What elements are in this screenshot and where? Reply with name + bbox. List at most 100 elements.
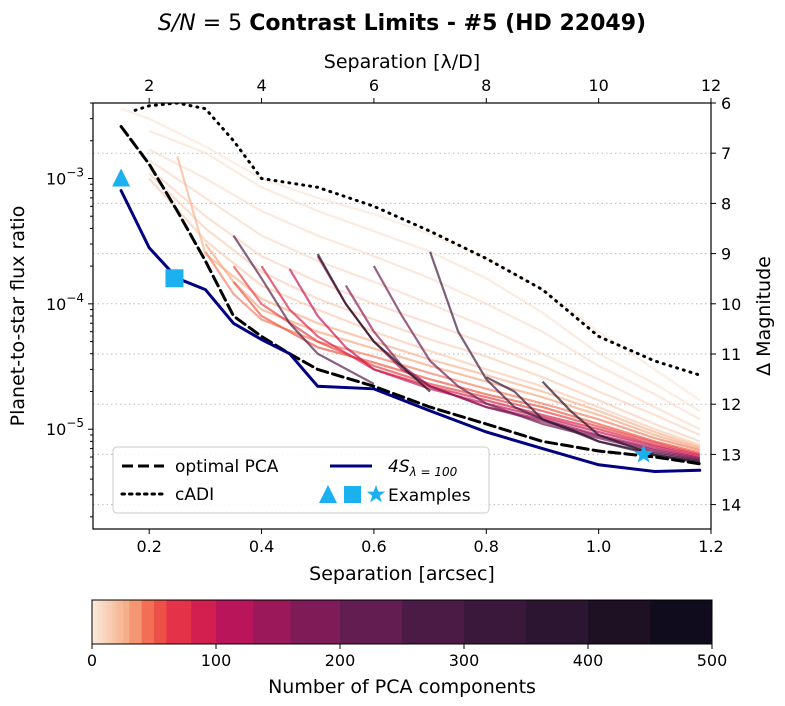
- colorbar-segment: [114, 600, 118, 644]
- colorbar-segment: [154, 600, 167, 644]
- colorbar-tick-label: 0: [87, 651, 97, 670]
- legend-label-optimal-pca: optimal PCA: [175, 457, 279, 477]
- colorbar-segment: [106, 600, 110, 644]
- colorbar-segment: [402, 600, 465, 644]
- right-tick-label: 6: [721, 94, 731, 113]
- colorbar-tick-label: 100: [201, 651, 232, 670]
- colorbar-segment: [104, 600, 108, 644]
- top-tick-label: 4: [256, 76, 266, 95]
- colorbar-segment: [191, 600, 217, 644]
- pca-curve: [148, 148, 701, 421]
- x-tick-label: 0.2: [136, 537, 161, 556]
- colorbar-segment: [166, 600, 192, 644]
- legend: optimal PCA cADI 4Sλ = 100 Examples: [112, 446, 490, 514]
- colorbar-segment: [123, 600, 130, 644]
- colorbar-segment: [650, 600, 713, 644]
- right-tick-label: 11: [721, 345, 741, 364]
- top-tick-label: 6: [369, 76, 379, 95]
- legend-star-icon: [366, 485, 386, 503]
- y-tick-exponent: −5: [66, 416, 84, 430]
- title-bold: Contrast Limits - #5 (HD 22049): [249, 11, 646, 36]
- right-tick-label: 12: [721, 395, 741, 414]
- example-triangle-marker: [112, 168, 131, 187]
- legend-4s-sub: λ = 100: [409, 465, 458, 479]
- pca-curves: [120, 107, 701, 464]
- x-tick-label: 0.6: [361, 537, 386, 556]
- y-tick-label: 10−3: [46, 165, 84, 188]
- legend-label-cadi: cADI: [175, 485, 214, 505]
- pca-curve: [120, 107, 701, 402]
- example-square-marker: [165, 269, 184, 288]
- colorbar-segment: [99, 600, 103, 644]
- y-tick-label: 10−4: [46, 291, 84, 314]
- colorbar-segment: [253, 600, 291, 644]
- example-star-marker: [634, 444, 654, 463]
- colorbar-frame: [91, 599, 713, 645]
- y-tick-base: 10: [46, 169, 66, 188]
- top-ticks: 2 4 6 8 10 12: [144, 76, 721, 103]
- legend-square-icon: [344, 486, 361, 503]
- colorbar-segment: [111, 600, 115, 644]
- colorbar-ticks: 0 100 200 300 400 500: [87, 644, 727, 670]
- colorbar-segment: [340, 600, 403, 644]
- top-tick-label: 8: [481, 76, 491, 95]
- pca-curve: [148, 129, 701, 412]
- right-tick-label: 9: [721, 245, 731, 264]
- pca-curve: [148, 159, 701, 431]
- legend-triangle-icon: [319, 485, 337, 503]
- right-tick-label: 7: [721, 144, 731, 163]
- x-tick-label: 0.8: [474, 537, 499, 556]
- pca-curve: [148, 172, 701, 443]
- top-tick-label: 2: [144, 76, 154, 95]
- colorbar-tick-label: 200: [325, 651, 356, 670]
- chart-title: S/N = 5 Contrast Limits - #5 (HD 22049): [158, 11, 646, 36]
- colorbar-segment: [129, 600, 143, 644]
- series-line-0: [119, 125, 702, 466]
- x-tick-label: 0.4: [249, 537, 274, 556]
- colorbar-tick-label: 500: [697, 651, 728, 670]
- title-prefix: S/N: [158, 11, 196, 36]
- colorbar-label: Number of PCA components: [268, 676, 536, 698]
- colorbar: [92, 600, 713, 644]
- pca-curve: [204, 243, 701, 450]
- colorbar-segment: [109, 600, 113, 644]
- right-ticks: 6 7 8 9 10 11 12 13 14: [711, 94, 741, 515]
- title-middle: = 5: [196, 11, 249, 36]
- legend-4s-main: 4S: [388, 457, 410, 477]
- pca-curve: [260, 265, 701, 457]
- pca-curve: [148, 167, 701, 437]
- legend-box: [112, 446, 490, 514]
- colorbar-segment: [464, 600, 527, 644]
- right-tick-label: 13: [721, 445, 741, 464]
- y-ticks: 10−310−410−5: [46, 102, 93, 518]
- pca-curve: [204, 251, 701, 452]
- colorbar-segment: [94, 600, 98, 644]
- top-axis-label: Separation [λ/D]: [324, 51, 480, 73]
- colorbar-tick-label: 400: [573, 651, 604, 670]
- colorbar-segment: [92, 600, 95, 644]
- colorbar-segment: [141, 600, 155, 644]
- pca-curve: [176, 156, 701, 449]
- example-markers: [112, 168, 654, 463]
- y-tick-label: 10−5: [46, 416, 84, 439]
- right-tick-label: 14: [721, 496, 741, 515]
- y-axis-label: Planet-to-star flux ratio: [7, 206, 29, 427]
- pca-curve: [541, 380, 700, 464]
- x-ticks: 0.2 0.4 0.6 0.8 1.0 1.2: [136, 529, 724, 556]
- y-tick-base: 10: [46, 420, 66, 439]
- pca-curve: [148, 177, 701, 446]
- pca-curve: [344, 284, 701, 460]
- y-tick-exponent: −4: [66, 291, 84, 305]
- pca-curve: [232, 234, 375, 385]
- right-tick-label: 10: [721, 295, 741, 314]
- legend-label-4s: 4Sλ = 100: [388, 457, 458, 479]
- colorbar-segment: [290, 600, 341, 644]
- y-tick-base: 10: [46, 295, 66, 314]
- colorbar-tick-label: 300: [449, 651, 480, 670]
- main-series: [119, 103, 702, 474]
- series-line-2: [119, 189, 702, 474]
- x-tick-label: 1.0: [586, 537, 611, 556]
- top-tick-label: 10: [588, 76, 608, 95]
- x-axis-label: Separation [arcsec]: [309, 563, 495, 585]
